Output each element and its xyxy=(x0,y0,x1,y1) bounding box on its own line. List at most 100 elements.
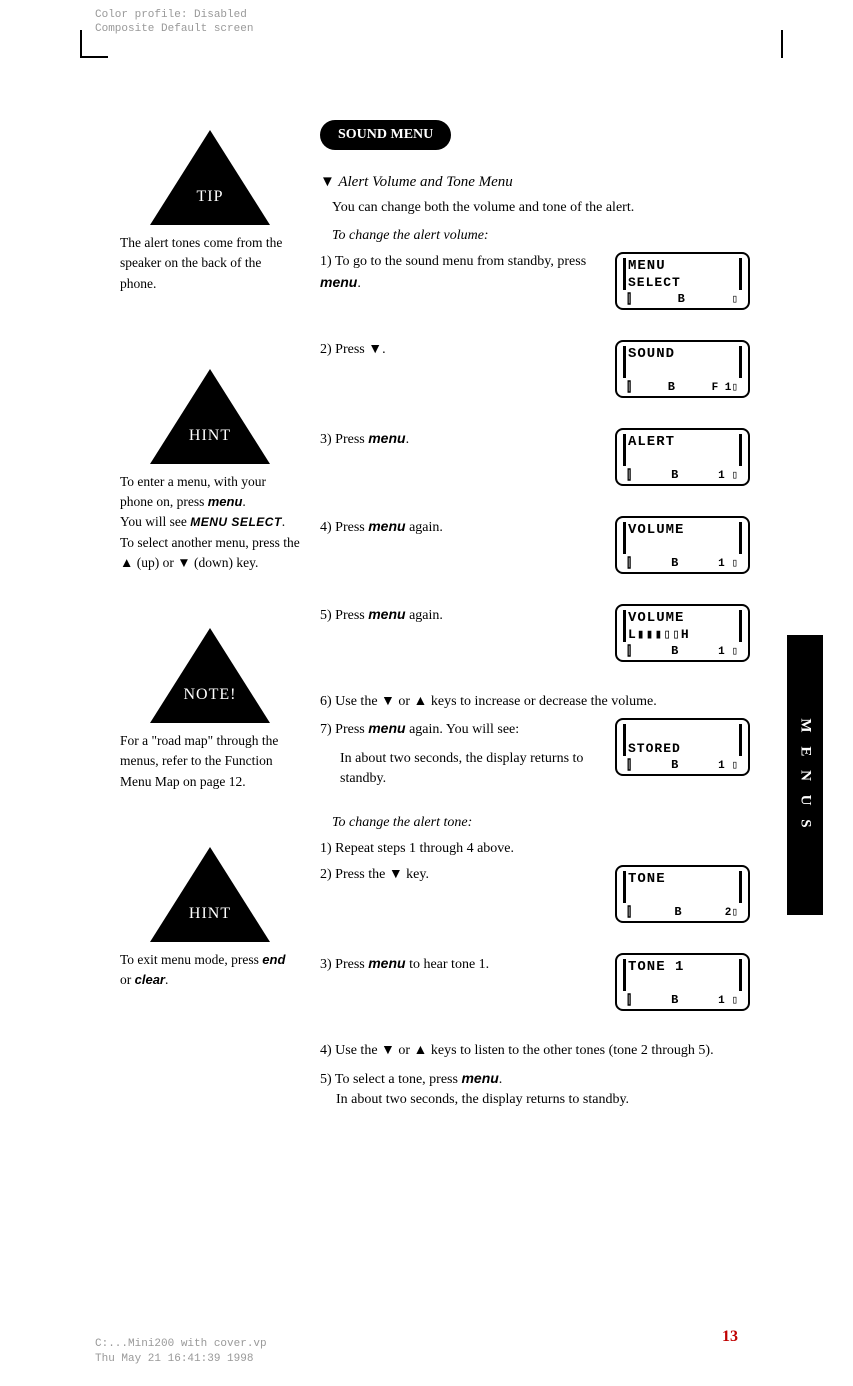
tip-label: TIP xyxy=(165,188,255,206)
hint2-bold1: end xyxy=(262,952,285,967)
side-tab-label: M E N U S xyxy=(797,718,814,832)
tstep5c: . xyxy=(499,1072,503,1087)
step-6-text: 6) Use the ▼ or ▲ keys to increase or de… xyxy=(320,692,750,712)
lcd-status: ⫿ B F 1▯ xyxy=(623,380,742,395)
lcd-l1: VOLUME xyxy=(623,610,742,626)
lcd-b: B xyxy=(678,292,685,307)
lcd-display: TONE 1 ⫿ B 1 ▯ xyxy=(615,953,750,1011)
lcd-l1: MENU xyxy=(623,258,742,274)
lcd-status: ⫿ B 1 ▯ xyxy=(623,993,742,1008)
lcd-b: B xyxy=(671,993,678,1008)
lcd-b: B xyxy=(671,556,678,571)
step7c: again. You will see: xyxy=(406,722,520,737)
tip-block: TIP The alert tones come from the speake… xyxy=(120,130,300,294)
step5b: menu xyxy=(368,606,405,622)
hint1-p1-end: . xyxy=(242,494,245,509)
tstep3b: menu xyxy=(368,955,405,971)
down-triangle-icon: ▼ xyxy=(320,174,335,190)
hint1-triangle-box: HINT xyxy=(120,369,300,464)
lcd-b: B xyxy=(671,644,678,659)
lcd-display: STORED ⫿ B 1 ▯ xyxy=(615,718,750,776)
hint2-mid: or xyxy=(120,972,135,987)
tstep5a: 5) To select a tone, press xyxy=(320,1072,461,1087)
section-heading: ▼ Alert Volume and Tone Menu xyxy=(320,174,750,191)
step5a: 5) Press xyxy=(320,608,368,623)
triangle-icon: TIP xyxy=(150,130,270,225)
triangle-icon: NOTE! xyxy=(150,628,270,723)
lcd-l1: VOLUME xyxy=(623,522,742,538)
lcd-status: ⫿ B 1 ▯ xyxy=(623,644,742,659)
lcd-display: VOLUME L▮▮▮▯▯H ⫿ B 1 ▯ xyxy=(615,604,750,662)
hint2-block: HINT To exit menu mode, press end or cle… xyxy=(120,847,300,991)
step-7-text: 7) Press menu again. You will see: In ab… xyxy=(320,718,603,799)
tstep3c: to hear tone 1. xyxy=(406,957,490,972)
lcd-status: ⫿ B ▯ xyxy=(623,292,742,307)
note-label: NOTE! xyxy=(165,686,255,704)
step3a: 3) Press xyxy=(320,432,368,447)
note-block: NOTE! For a "road map" through the menus… xyxy=(120,628,300,792)
subhead-tone: To change the alert tone: xyxy=(332,815,750,831)
crop-mark-tl xyxy=(80,30,82,58)
hint1-p2a: You will see xyxy=(120,514,190,529)
antenna-icon: ⫿ xyxy=(627,556,631,571)
lcd-l2: STORED xyxy=(623,740,742,756)
step4b: menu xyxy=(368,518,405,534)
step-5-text: 5) Press menu again. xyxy=(320,604,603,626)
antenna-icon: ⫿ xyxy=(627,292,631,307)
lcd-tone: TONE ⫿ B 2▯ xyxy=(615,865,750,923)
lcd-b: B xyxy=(671,758,678,773)
hint1-p2-lcd: MENU SELECT xyxy=(190,515,282,529)
sound-menu-pill: SOUND MENU xyxy=(320,120,451,150)
step4a: 4) Press xyxy=(320,520,368,535)
step3b: menu xyxy=(368,430,405,446)
triangle-icon: HINT xyxy=(150,847,270,942)
lcd-status: ⫿ B 1 ▯ xyxy=(623,468,742,483)
tone-step-4: 4) Use the ▼ or ▲ keys to listen to the … xyxy=(336,1041,750,1061)
lcd-l1: TONE 1 xyxy=(623,959,742,975)
step1a: 1) To go to the sound menu from standby,… xyxy=(320,254,586,269)
print-header-meta: Color profile: Disabled Composite Defaul… xyxy=(95,8,253,37)
hint1-p2b: . xyxy=(282,514,285,529)
footer-line1: C:...Mini200 with cover.vp xyxy=(95,1337,267,1351)
step7a: 7) Press xyxy=(320,722,368,737)
step-1-row: 1) To go to the sound menu from standby,… xyxy=(320,252,750,310)
antenna-icon: ⫿ xyxy=(627,468,631,483)
battery-icon: 1 ▯ xyxy=(718,758,738,773)
lcd-l1: SOUND xyxy=(623,346,742,362)
lcd-l2 xyxy=(623,450,742,466)
step-4-text: 4) Press menu again. xyxy=(320,516,603,538)
note-text: For a "road map" through the menus, refe… xyxy=(120,731,300,792)
lcd-l2: SELECT xyxy=(623,274,742,290)
lcd-status: ⫿ B 1 ▯ xyxy=(623,758,742,773)
lcd-tone1: TONE 1 ⫿ B 1 ▯ xyxy=(615,953,750,1011)
lcd-stored: STORED ⫿ B 1 ▯ xyxy=(615,718,750,776)
lcd-b: B xyxy=(671,468,678,483)
lcd-b: B xyxy=(668,380,675,395)
header-line2: Composite Default screen xyxy=(95,22,253,36)
page-number: 13 xyxy=(722,1328,738,1346)
lcd-l1 xyxy=(623,724,742,740)
tstep3a: 3) Press xyxy=(320,957,368,972)
step-7-note: In about two seconds, the display return… xyxy=(340,749,603,790)
main-column: SOUND MENU ▼ Alert Volume and Tone Menu … xyxy=(320,120,750,1116)
lcd-b: B xyxy=(674,905,681,920)
lcd-l1: TONE xyxy=(623,871,742,887)
step1b: menu xyxy=(320,274,357,290)
lcd-display: MENU SELECT ⫿ B ▯ xyxy=(615,252,750,310)
lcd-l2 xyxy=(623,362,742,378)
step-1-text: 1) To go to the sound menu from standby,… xyxy=(320,252,603,295)
lcd-status: ⫿ B 1 ▯ xyxy=(623,556,742,571)
tip-triangle-box: TIP xyxy=(120,130,300,225)
step-3-text: 3) Press menu. xyxy=(320,428,603,450)
step-7-row: 7) Press menu again. You will see: In ab… xyxy=(320,718,750,799)
hint2-text: To exit menu mode, press end or clear. xyxy=(120,950,300,991)
lcd-display: ALERT ⫿ B 1 ▯ xyxy=(615,428,750,486)
lcd-menu-select: MENU SELECT ⫿ B ▯ xyxy=(615,252,750,310)
header-line1: Color profile: Disabled xyxy=(95,8,253,22)
battery-icon: F 1▯ xyxy=(712,380,738,395)
tone-step-3-text: 3) Press menu to hear tone 1. xyxy=(320,953,603,975)
hint1-block: HINT To enter a menu, with your phone on… xyxy=(120,369,300,573)
lcd-display: TONE ⫿ B 2▯ xyxy=(615,865,750,923)
lcd-sound: SOUND ⫿ B F 1▯ xyxy=(615,340,750,398)
print-footer-meta: C:...Mini200 with cover.vp Thu May 21 16… xyxy=(95,1337,267,1366)
